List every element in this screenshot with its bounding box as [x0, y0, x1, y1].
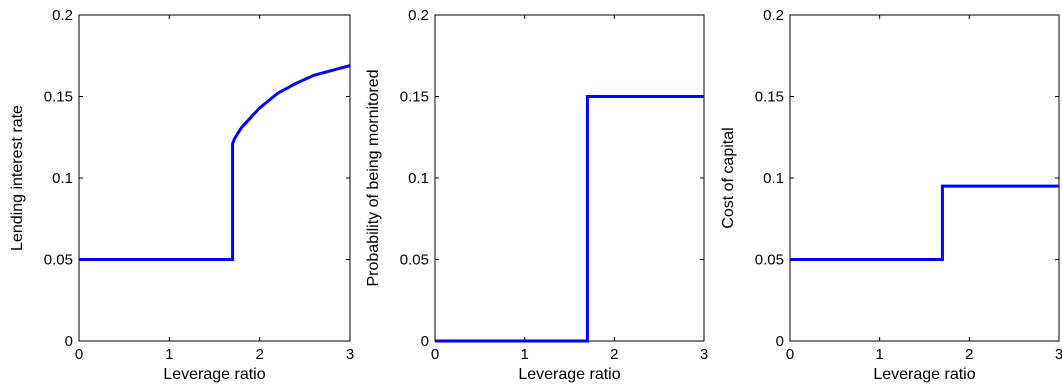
x-tick-label: 0: [786, 346, 794, 363]
x-axis-label: Leverage ratio: [163, 366, 265, 383]
x-tick-label: 2: [965, 346, 973, 363]
x-tick-label: 2: [610, 346, 618, 363]
x-tick-label: 1: [875, 346, 883, 363]
x-tick-label: 3: [700, 346, 708, 363]
x-tick-label: 0: [431, 346, 439, 363]
chart-panel-3: 0 1 2 3 0 0.05 0.1 0.15 0.2 Leverage ratio Cost of…: [720, 7, 1062, 383]
y-tick-label: 0.2: [763, 7, 784, 24]
x-tick-label: 3: [346, 346, 354, 363]
y-tick-label: 0: [776, 333, 784, 350]
plot-frame: [78, 14, 351, 342]
x-tick-label: 3: [1055, 346, 1062, 363]
y-tick-label: 0.05: [755, 252, 784, 269]
y-tick-label: 0: [65, 333, 73, 350]
y-tick-label: 0.15: [400, 89, 429, 106]
x-tick-label: 1: [165, 346, 173, 363]
y-tick-label: 0.05: [400, 252, 429, 269]
y-tick-label: 0.15: [755, 89, 784, 106]
y-tick-label: 0: [421, 333, 429, 350]
x-axis-label: Leverage ratio: [873, 366, 975, 383]
series-line: [79, 64, 351, 261]
y-tick-label: 0.2: [408, 7, 429, 24]
series-line: [435, 95, 704, 343]
x-tick-label: 1: [520, 346, 528, 363]
y-axis-label: Cost of capital: [720, 127, 737, 228]
y-tick-label: 0.1: [763, 170, 784, 187]
series-line: [790, 184, 1059, 261]
x-tick-label: 2: [255, 346, 263, 363]
x-axis-label: Leverage ratio: [518, 366, 620, 383]
chart-panel-2: 0 1 2 3 0 0.05 0.1 0.15 0.2 Leverage ratio Probabi…: [365, 7, 708, 383]
y-tick-label: 0.1: [408, 170, 429, 187]
chart-panel-1: 0 1 2 3 0 0.05 0.1 0.15 0.2 Leverage ratio Lending…: [9, 7, 354, 383]
plot-frame: [789, 14, 1060, 342]
y-tick-label: 0.05: [44, 252, 73, 269]
y-tick-label: 0.15: [44, 89, 73, 106]
y-axis-label: Probability of being mornitored: [365, 69, 382, 286]
y-tick-label: 0.1: [52, 170, 73, 187]
plot-frame: [434, 14, 705, 342]
y-tick-label: 0.2: [52, 7, 73, 24]
x-tick-label: 0: [75, 346, 83, 363]
y-axis-label: Lending interest rate: [9, 105, 26, 251]
